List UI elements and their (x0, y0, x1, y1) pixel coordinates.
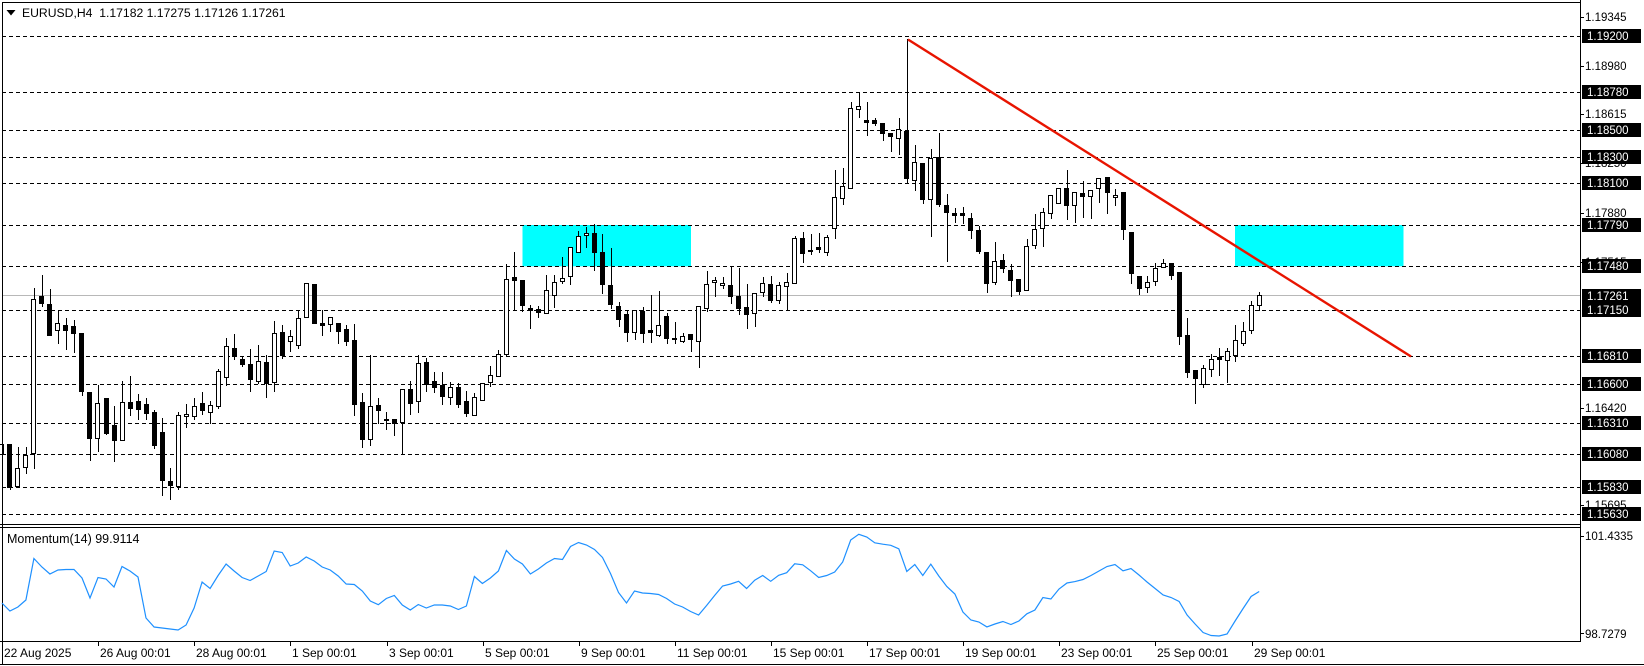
svg-text:1.18100: 1.18100 (1587, 178, 1629, 190)
svg-text:1.18780: 1.18780 (1587, 87, 1629, 99)
svg-text:98.7279: 98.7279 (1585, 629, 1627, 641)
svg-text:28 Aug 00:01: 28 Aug 00:01 (196, 646, 267, 660)
svg-text:25 Sep 00:01: 25 Sep 00:01 (1157, 646, 1229, 660)
svg-text:11 Sep 00:01: 11 Sep 00:01 (677, 646, 748, 660)
svg-text:1.18980: 1.18980 (1585, 61, 1627, 73)
svg-text:1.18300: 1.18300 (1587, 152, 1629, 164)
svg-text:3 Sep 00:01: 3 Sep 00:01 (389, 646, 454, 660)
svg-text:9 Sep 00:01: 9 Sep 00:01 (581, 646, 646, 660)
svg-text:1.17880: 1.17880 (1585, 208, 1627, 220)
svg-text:1.16420: 1.16420 (1585, 403, 1627, 415)
svg-text:1.19345: 1.19345 (1585, 12, 1627, 24)
svg-text:1.19200: 1.19200 (1587, 31, 1629, 43)
svg-text:23 Sep 00:01: 23 Sep 00:01 (1061, 646, 1133, 660)
svg-text:EURUSD,H4 1.17182 1.17275 1.1: EURUSD,H4 1.17182 1.17275 1.17126 1.1726… (22, 6, 286, 20)
svg-text:22 Aug 2025: 22 Aug 2025 (4, 646, 72, 660)
svg-text:5 Sep 00:01: 5 Sep 00:01 (485, 646, 550, 660)
svg-text:15 Sep 00:01: 15 Sep 00:01 (773, 646, 845, 660)
svg-text:1.16600: 1.16600 (1587, 379, 1629, 391)
svg-text:26 Aug 00:01: 26 Aug 00:01 (100, 646, 171, 660)
svg-text:1.17261: 1.17261 (1587, 291, 1629, 303)
svg-text:1.17790: 1.17790 (1587, 220, 1629, 232)
svg-text:1.15830: 1.15830 (1587, 482, 1629, 494)
svg-text:1.18500: 1.18500 (1587, 125, 1629, 137)
svg-text:1.16810: 1.16810 (1587, 351, 1629, 363)
svg-text:19 Sep 00:01: 19 Sep 00:01 (965, 646, 1037, 660)
svg-text:1 Sep 00:01: 1 Sep 00:01 (292, 646, 357, 660)
svg-text:29 Sep 00:01: 29 Sep 00:01 (1254, 646, 1326, 660)
svg-text:1.17150: 1.17150 (1587, 305, 1629, 317)
svg-text:1.17480: 1.17480 (1587, 261, 1629, 273)
svg-text:Momentum(14) 99.9114: Momentum(14) 99.9114 (7, 532, 140, 546)
svg-text:101.4335: 101.4335 (1585, 531, 1633, 543)
svg-text:1.16310: 1.16310 (1587, 418, 1629, 430)
svg-text:17 Sep 00:01: 17 Sep 00:01 (869, 646, 941, 660)
svg-text:1.16080: 1.16080 (1587, 449, 1629, 461)
svg-text:1.15630: 1.15630 (1587, 509, 1629, 521)
svg-text:1.18615: 1.18615 (1585, 109, 1627, 121)
